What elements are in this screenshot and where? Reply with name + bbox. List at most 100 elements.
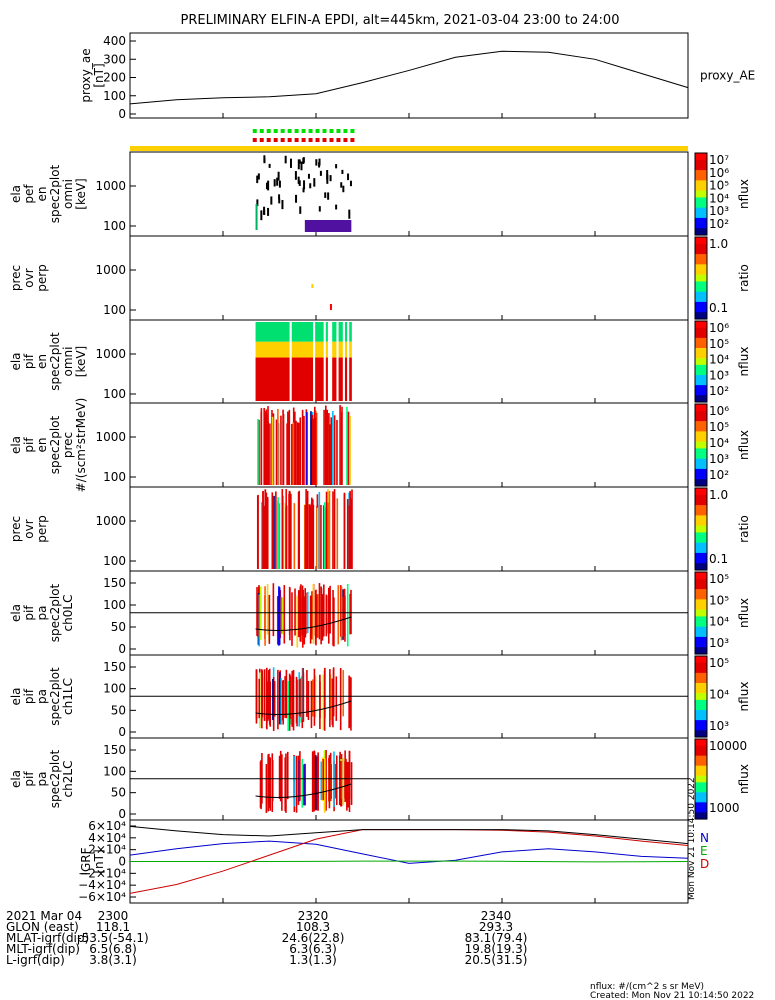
colorbar-tick: 10³ <box>709 452 729 466</box>
colorbar-cell <box>695 295 707 300</box>
colorbar-cell <box>695 720 707 725</box>
ylabel-line: pif <box>22 771 36 787</box>
flux-stripe <box>312 499 314 569</box>
flux-col-hi <box>321 322 325 342</box>
flux-col-lo <box>285 357 288 401</box>
ylabel-line: perp <box>35 515 49 543</box>
colorbar-cell <box>695 291 707 296</box>
colorbar-cell <box>695 662 707 667</box>
flux-col-mid <box>340 341 344 358</box>
flux-col-lo <box>327 357 331 401</box>
colorbar-cell <box>695 563 707 568</box>
colorbar-cell <box>695 802 707 807</box>
flux-pixel <box>298 180 301 186</box>
flux-stripe <box>260 408 263 485</box>
flux-stripe <box>260 586 262 640</box>
flux-pixel <box>299 206 302 214</box>
ylabel-line: en <box>35 187 49 202</box>
flux-col-hi <box>315 322 318 342</box>
ratio-pixel <box>329 304 332 310</box>
status-red <box>280 138 285 142</box>
ylabel-line: ela <box>9 185 23 203</box>
ylabel-line: pa <box>35 772 49 787</box>
colorbar-cell <box>695 556 707 561</box>
colorbar-cell <box>695 183 707 188</box>
flux-stripe <box>296 422 299 485</box>
flux-stripe <box>312 679 314 717</box>
flux-stripe <box>258 678 261 719</box>
flux-col-hi <box>319 322 323 342</box>
colorbar-tick: 10⁶ <box>709 321 729 335</box>
colorbar-frame <box>694 152 708 236</box>
panel-igrf: IGRF [nT] 6×10⁴4×10⁴2×10⁴0−2×10⁴−4×10⁴−6×1… <box>78 819 709 904</box>
status-red <box>294 138 299 142</box>
colorbar-cell <box>695 243 707 248</box>
flux-stripe <box>292 422 295 485</box>
ylabel-line: spec2plot <box>48 415 62 474</box>
colorbar-cell <box>695 414 707 419</box>
status-red <box>336 138 341 142</box>
colorbar-cell <box>695 375 707 379</box>
colorbar-cell <box>695 713 707 718</box>
flux-stripe <box>312 584 315 644</box>
flux-stripe <box>309 595 312 644</box>
flux-pixel <box>307 173 310 179</box>
flux-stripe <box>329 669 331 728</box>
proxy-ae-line <box>129 50 689 105</box>
colorbar-cell <box>695 676 707 681</box>
colorbar-cell <box>695 699 707 704</box>
orbit-value: 293.3 <box>479 920 513 934</box>
panel-pa_ch0: ela pif pa spec2plot ch0LC 150 100 50 0 10⁵ 10⁵ 10⁴… <box>9 570 751 656</box>
colorbar-cell <box>695 267 707 272</box>
flux-pixel <box>277 171 280 181</box>
flux-col-mid <box>317 341 320 358</box>
flux-stripe <box>346 406 348 485</box>
loss-cone-line <box>255 700 352 715</box>
flux-col-hi <box>342 322 346 342</box>
flux-stripe <box>280 415 282 485</box>
flux-col-hi <box>281 322 284 342</box>
colorbar-cell <box>695 647 707 652</box>
flux-pixel <box>349 180 352 187</box>
colorbar-label: nflux <box>737 682 751 712</box>
ylabel-line: perp <box>35 264 49 292</box>
orbit-table: 2021 Mar 04 2300 2320 2340 GLON (east) 118.1 1… <box>6 909 527 967</box>
flux-pixel <box>257 173 260 180</box>
flux-stripe <box>280 677 282 725</box>
flux-pixel <box>276 177 279 186</box>
flux-stripe <box>346 499 349 569</box>
colorbar-cell <box>695 204 707 209</box>
colorbar-cell <box>695 511 707 516</box>
flux-col-lo <box>332 357 335 401</box>
ytick-label: 50 <box>111 786 126 800</box>
colorbar-label: nflux <box>737 179 751 209</box>
flux-col-lo <box>259 357 263 401</box>
flux-col-lo <box>302 357 306 401</box>
flux-stripe <box>342 757 345 806</box>
status-red <box>259 138 264 142</box>
flux-stripe <box>287 411 289 485</box>
colorbar-cell <box>695 278 707 283</box>
colorbar-tick: 10⁴ <box>709 688 729 702</box>
flux-stripe <box>330 763 332 799</box>
colorbar-cell <box>695 636 707 641</box>
flux-stripe <box>263 407 265 485</box>
flux-col-lo <box>268 357 271 401</box>
colorbar-cell <box>695 173 707 178</box>
flux-col-lo <box>281 357 284 401</box>
flux-stripe <box>317 594 319 638</box>
colorbar-cell <box>695 745 707 750</box>
flux-pixel <box>263 209 266 216</box>
spectrogram <box>257 405 351 485</box>
colorbar-cell <box>695 491 707 496</box>
colorbar: 10000 1000 nflux <box>694 738 751 820</box>
colorbar-cell <box>695 789 707 793</box>
flux-pixel <box>270 196 273 205</box>
colorbar-cell <box>695 334 707 339</box>
ylabel-line: pif <box>22 688 36 704</box>
colorbar-cell <box>695 163 707 168</box>
flux-stripe <box>276 596 279 645</box>
flux-stripe <box>315 594 318 639</box>
